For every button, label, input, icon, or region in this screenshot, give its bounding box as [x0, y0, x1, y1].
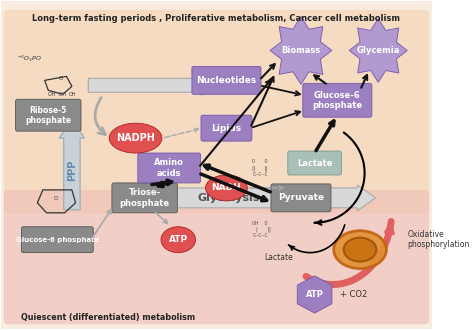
Text: NADPH: NADPH	[116, 133, 155, 143]
Polygon shape	[297, 276, 332, 313]
FancyBboxPatch shape	[138, 153, 201, 183]
Ellipse shape	[206, 175, 247, 201]
FancyBboxPatch shape	[112, 183, 177, 213]
Text: Pyruvate: Pyruvate	[278, 193, 324, 202]
Text: + CO2: + CO2	[340, 290, 367, 299]
Text: Glycemia: Glycemia	[356, 46, 400, 55]
Text: Amino
acids: Amino acids	[154, 158, 184, 178]
FancyBboxPatch shape	[16, 99, 81, 131]
Text: Lactate: Lactate	[297, 158, 332, 168]
Text: PPP: PPP	[67, 159, 77, 181]
Polygon shape	[270, 16, 332, 84]
Text: ATP: ATP	[169, 235, 188, 244]
FancyBboxPatch shape	[192, 66, 261, 94]
Ellipse shape	[109, 123, 162, 153]
Text: O: O	[54, 196, 58, 201]
Polygon shape	[349, 18, 407, 82]
Text: Glucose-6
phosphate: Glucose-6 phosphate	[312, 90, 363, 110]
Text: O: O	[58, 76, 63, 82]
Text: $^{-2}O_3PO$: $^{-2}O_3PO$	[18, 53, 42, 64]
Text: Glucose-6 phosphate: Glucose-6 phosphate	[16, 237, 99, 243]
Text: NADH: NADH	[211, 183, 241, 192]
Text: Triose-
phosphate: Triose- phosphate	[119, 188, 170, 208]
FancyArrow shape	[59, 120, 85, 210]
Text: Lipids: Lipids	[211, 124, 241, 133]
Text: Ribose-5
phosphate: Ribose-5 phosphate	[25, 106, 71, 125]
Text: OH  OH: OH OH	[48, 92, 66, 97]
FancyBboxPatch shape	[288, 151, 341, 175]
FancyBboxPatch shape	[201, 115, 252, 141]
FancyBboxPatch shape	[4, 10, 429, 214]
FancyBboxPatch shape	[4, 190, 429, 324]
Text: OH: OH	[68, 92, 76, 97]
Text: Oxidative
phosphorylation: Oxidative phosphorylation	[407, 230, 470, 249]
Text: OH  O
  |   ‖
C—C—C: OH O | ‖ C—C—C	[249, 221, 271, 238]
FancyBboxPatch shape	[21, 227, 93, 253]
FancyBboxPatch shape	[303, 83, 372, 117]
FancyBboxPatch shape	[271, 184, 331, 212]
Ellipse shape	[334, 231, 386, 269]
Text: ATP: ATP	[306, 290, 324, 299]
Ellipse shape	[161, 227, 196, 253]
Text: Lactate: Lactate	[264, 253, 292, 262]
Text: O   O
‖   ‖
C—C—C: O O ‖ ‖ C—C—C	[252, 159, 268, 177]
Text: Long-term fasting periods , Proliferative metabolism, Cancer cell metabolism: Long-term fasting periods , Proliferativ…	[32, 14, 401, 23]
Ellipse shape	[344, 238, 376, 262]
FancyBboxPatch shape	[0, 0, 434, 330]
Text: Glycolysis: Glycolysis	[197, 193, 259, 203]
FancyArrow shape	[175, 185, 375, 211]
FancyArrow shape	[88, 75, 216, 95]
Text: Quiescent (differentiated) metabolism: Quiescent (differentiated) metabolism	[21, 313, 195, 322]
Text: Nucleotides: Nucleotides	[196, 76, 256, 85]
Text: Biomass: Biomass	[282, 46, 320, 55]
